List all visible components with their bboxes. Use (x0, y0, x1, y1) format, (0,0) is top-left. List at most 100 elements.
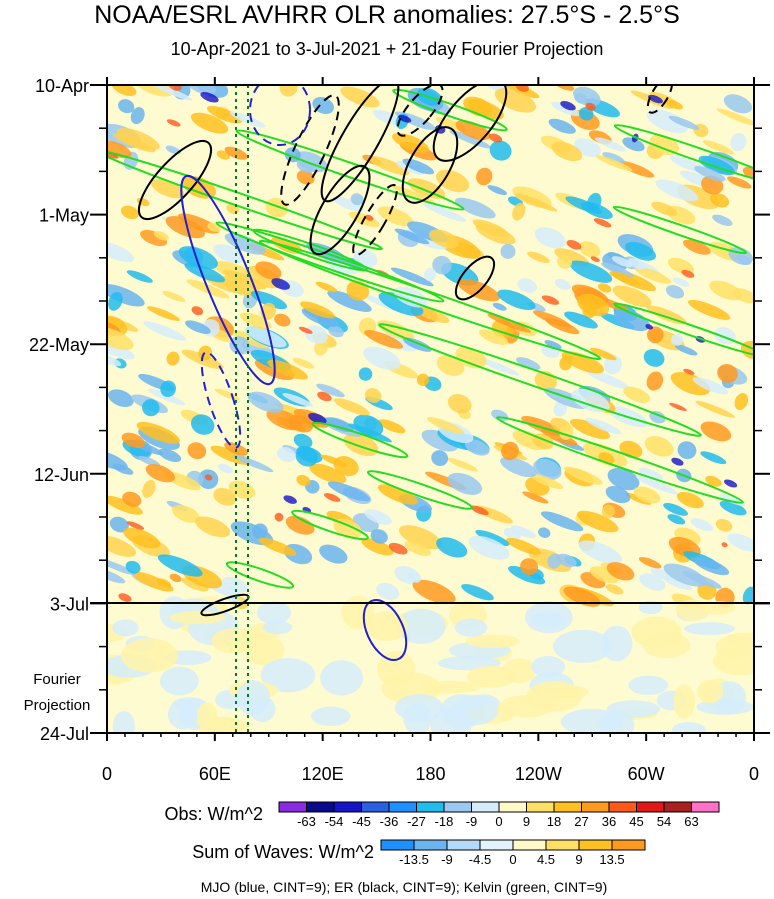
anomaly-core (488, 133, 503, 143)
anomaly-cell (512, 202, 526, 221)
y-tick-label: 24-Jul (40, 724, 89, 744)
anomaly-cell (670, 371, 711, 396)
anomaly-cell (333, 456, 359, 477)
anomaly-core (541, 295, 560, 305)
anomaly-cell (160, 380, 176, 398)
anomaly-cell (107, 568, 126, 584)
anomaly-cell (553, 400, 568, 417)
colorbar-label: -18 (435, 814, 454, 829)
anomaly-cell (589, 347, 617, 361)
anomaly-cell (666, 99, 683, 110)
anomaly-cell (392, 132, 430, 153)
colorbar-swatch (388, 801, 417, 813)
anomaly-cell (394, 228, 430, 245)
anomaly-cell (475, 529, 510, 547)
projection-cell (684, 622, 735, 636)
wave-contours (107, 85, 754, 661)
anomaly-cell (487, 313, 532, 333)
anomaly-cell (646, 371, 664, 391)
anomaly-cell (625, 241, 656, 261)
projection-cell (675, 599, 711, 621)
anomaly-cell (285, 515, 315, 535)
anomaly-cell (120, 205, 139, 220)
anomaly-cell (544, 340, 562, 350)
anomaly-cell (677, 441, 697, 460)
y-axis: 10-Apr 1-May 22-May 12-Jun 3-Jul 24-Jul (29, 76, 770, 744)
colorbar-label: 13.5 (599, 852, 624, 867)
anomaly-cell (364, 509, 392, 525)
anomaly-cell (737, 255, 752, 266)
anomaly-core (648, 94, 663, 104)
anomaly-cell (454, 197, 496, 219)
y-tick-label: 10-Apr (35, 76, 89, 96)
projection-label: Projection (24, 697, 91, 714)
anomaly-cell (700, 451, 727, 465)
anomaly-cell (598, 283, 612, 293)
anomaly-cell (107, 241, 135, 263)
projection-cell (236, 681, 270, 709)
anomaly-cell (125, 560, 141, 574)
anomaly-core (283, 495, 297, 504)
anomaly-cell (557, 255, 572, 269)
anomaly-cell (212, 244, 245, 264)
anomaly-cell (436, 537, 468, 558)
anomaly-core (324, 493, 341, 502)
kelvin-contour (392, 88, 508, 132)
anomaly-core (723, 479, 738, 488)
anomaly-cell (487, 185, 508, 196)
anomaly-cell (683, 239, 711, 255)
anomaly-cell (476, 167, 493, 186)
anomaly-cell (538, 527, 551, 538)
anomaly-cell (154, 85, 193, 101)
kelvin-contour (107, 149, 383, 251)
anomaly-cell (378, 419, 406, 434)
anomaly-cell (695, 400, 735, 418)
anomaly-core (515, 85, 529, 92)
anomaly-core (470, 505, 489, 516)
colorbar-label: 36 (602, 814, 616, 829)
projection-cell (260, 658, 316, 693)
anomaly-core (398, 114, 412, 123)
anomaly-cell (296, 474, 311, 487)
projection-cell (196, 702, 218, 731)
anomaly-cell (638, 467, 664, 481)
anomaly-cell (422, 202, 467, 222)
anomaly-cell (563, 586, 601, 607)
anomaly-cell (151, 179, 185, 199)
anomaly-cell (156, 578, 172, 588)
kelvin-contour (225, 561, 295, 589)
x-tick-label: 60W (628, 764, 665, 784)
colorbar-swatch (498, 801, 527, 813)
anomaly-cell (455, 120, 491, 141)
anomaly-cell (613, 309, 650, 332)
anomaly-cell (727, 533, 754, 552)
anomaly-cell (489, 140, 512, 161)
projection-cell (160, 666, 199, 696)
anomaly-cell (107, 354, 122, 367)
anomaly-cell (181, 577, 209, 592)
x-tick-label: 0 (749, 764, 759, 784)
colorbar-swatch (306, 801, 335, 813)
anomaly-cell (650, 567, 672, 580)
anomaly-cell (605, 486, 631, 504)
anomaly-cell (312, 96, 335, 115)
anomaly-cell (663, 503, 689, 516)
anomaly-core (204, 474, 213, 481)
anomaly-cell (494, 88, 537, 113)
kelvin-contour (235, 129, 465, 211)
anomaly-cell (716, 108, 754, 127)
anomaly-core (364, 214, 374, 221)
anomaly-cell (603, 354, 622, 375)
colorbar-label: 45 (629, 814, 643, 829)
anomaly-core (166, 119, 181, 127)
anomaly-cell (622, 137, 645, 152)
anomaly-cell (569, 260, 613, 283)
anomaly-cell (402, 158, 435, 175)
colorbar-swatch (578, 839, 613, 851)
x-tick-label: 120E (302, 764, 344, 784)
anomaly-cell (292, 357, 315, 369)
plot-area (107, 85, 754, 733)
anomaly-cell (606, 562, 635, 581)
x-tick-label: 60E (199, 764, 231, 784)
projection-cell (112, 711, 135, 733)
